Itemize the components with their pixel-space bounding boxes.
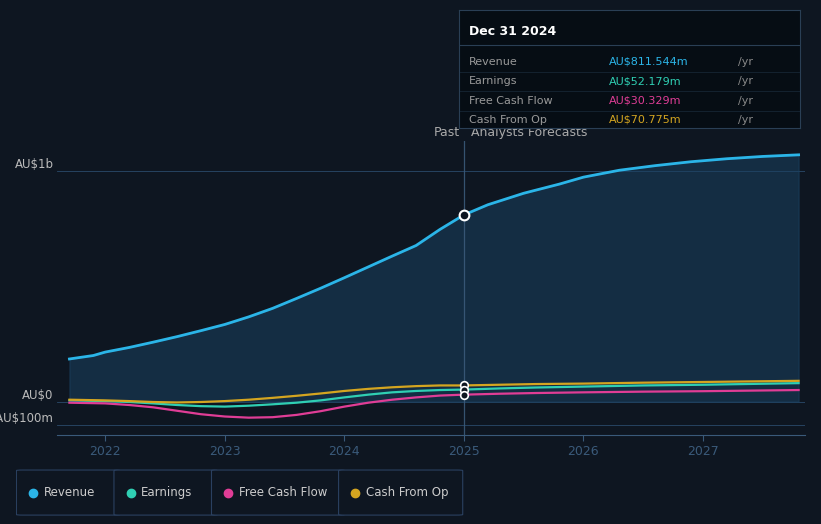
Text: /yr: /yr <box>738 76 754 86</box>
Text: Free Cash Flow: Free Cash Flow <box>239 486 327 499</box>
Text: Earnings: Earnings <box>469 76 518 86</box>
Text: /yr: /yr <box>738 96 754 106</box>
Text: AU$70.775m: AU$70.775m <box>609 115 681 125</box>
Text: Dec 31 2024: Dec 31 2024 <box>469 25 557 38</box>
Text: Revenue: Revenue <box>44 486 95 499</box>
Text: AU$30.329m: AU$30.329m <box>609 96 681 106</box>
Text: /yr: /yr <box>738 115 754 125</box>
Text: -AU$100m: -AU$100m <box>0 411 53 424</box>
Text: Free Cash Flow: Free Cash Flow <box>469 96 553 106</box>
Text: AU$52.179m: AU$52.179m <box>609 76 681 86</box>
Text: Earnings: Earnings <box>141 486 192 499</box>
Text: AU$811.544m: AU$811.544m <box>609 57 689 67</box>
FancyBboxPatch shape <box>16 470 120 515</box>
Text: AU$1b: AU$1b <box>15 158 53 171</box>
Text: /yr: /yr <box>738 57 754 67</box>
FancyBboxPatch shape <box>114 470 218 515</box>
Text: Analysts Forecasts: Analysts Forecasts <box>471 126 588 138</box>
Text: Revenue: Revenue <box>469 57 518 67</box>
Text: Cash From Op: Cash From Op <box>469 115 547 125</box>
Text: Past: Past <box>434 126 460 138</box>
FancyBboxPatch shape <box>338 470 463 515</box>
Text: Cash From Op: Cash From Op <box>366 486 448 499</box>
Text: AU$0: AU$0 <box>22 389 53 401</box>
FancyBboxPatch shape <box>212 470 345 515</box>
